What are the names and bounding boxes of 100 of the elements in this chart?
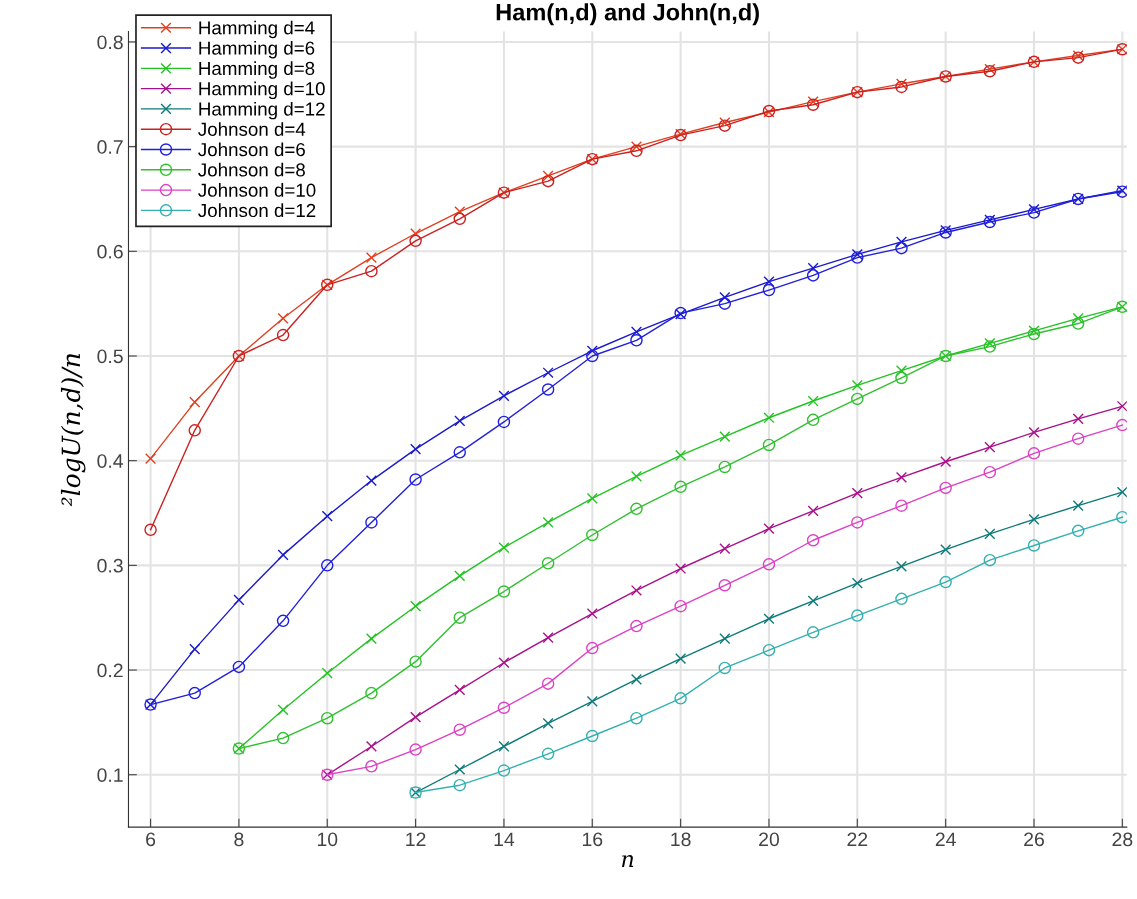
point	[277, 549, 289, 561]
point	[762, 643, 776, 657]
point	[454, 570, 466, 582]
y-tick-label: 0.7	[97, 140, 123, 154]
point	[719, 431, 731, 443]
x-tick-label: 22	[847, 832, 868, 847]
point	[630, 673, 643, 686]
point	[498, 740, 510, 753]
x-tick-label: 24	[935, 832, 956, 847]
point	[321, 559, 334, 572]
point	[453, 611, 467, 624]
point	[630, 326, 643, 338]
point	[454, 684, 466, 696]
point	[454, 415, 466, 427]
point	[1071, 524, 1085, 538]
point	[586, 345, 598, 357]
point	[541, 174, 555, 188]
point	[806, 533, 820, 547]
x-tick-label: 26	[1024, 832, 1044, 847]
point	[674, 599, 687, 613]
y-tick-label: 0.3	[97, 558, 123, 573]
point	[189, 396, 201, 408]
point	[454, 763, 466, 776]
point	[719, 543, 731, 555]
point	[718, 297, 732, 310]
point	[497, 585, 511, 598]
point	[1071, 317, 1085, 330]
y-tick-label: 0.6	[97, 244, 123, 259]
point	[453, 212, 467, 226]
y-tick-label: 0.4	[97, 454, 124, 468]
legend-label: Johnson d=8	[198, 162, 305, 177]
point	[763, 523, 775, 535]
legend-label: Hamming d=8	[199, 61, 315, 79]
point	[497, 415, 511, 429]
x-tick-label: 28	[1112, 832, 1133, 847]
point	[586, 528, 599, 542]
point	[233, 594, 245, 606]
x-tick-label: 8	[234, 832, 244, 847]
x-tick-label: 16	[582, 832, 603, 847]
point	[145, 453, 157, 465]
point	[674, 692, 687, 705]
point	[453, 778, 467, 792]
point	[409, 473, 422, 486]
point	[851, 577, 863, 589]
x-tick-label: 6	[146, 832, 156, 847]
point	[675, 449, 687, 462]
x-tick-label: 10	[317, 832, 338, 847]
point	[586, 729, 599, 743]
point	[895, 499, 908, 512]
point	[232, 660, 246, 674]
point	[895, 241, 908, 255]
point	[1072, 413, 1084, 425]
point	[410, 600, 422, 612]
point	[365, 760, 378, 773]
legend-label: Johnson d=4	[198, 122, 306, 136]
point	[851, 392, 864, 406]
point	[940, 456, 952, 468]
point	[321, 667, 333, 679]
legend-label: Johnson d=6	[198, 142, 305, 157]
legend-label: Johnson d=12	[198, 203, 316, 218]
point	[365, 740, 377, 753]
point	[1116, 486, 1127, 498]
point	[983, 465, 997, 479]
point	[630, 470, 643, 482]
legend-label: Hamming d=6	[199, 41, 315, 59]
point	[983, 553, 997, 567]
point	[718, 661, 732, 675]
point	[365, 686, 378, 700]
point	[895, 236, 908, 248]
point	[276, 614, 290, 628]
point	[895, 80, 908, 94]
point	[806, 269, 820, 282]
point	[189, 643, 201, 655]
point	[497, 764, 511, 777]
point	[365, 516, 378, 529]
point	[630, 711, 643, 725]
point	[542, 170, 554, 182]
x-tick-label: 20	[759, 832, 780, 847]
point	[1028, 203, 1040, 215]
point	[454, 205, 466, 218]
point	[1028, 513, 1040, 525]
y-tick-label: 0.5	[97, 349, 123, 364]
point	[144, 523, 157, 537]
x-tick-label: 18	[671, 832, 691, 847]
point	[762, 283, 776, 297]
point	[806, 413, 820, 427]
point	[939, 575, 952, 589]
point	[542, 632, 554, 644]
point	[983, 340, 997, 353]
point	[630, 502, 643, 516]
point	[895, 592, 908, 606]
point	[718, 579, 732, 592]
point	[1027, 539, 1041, 552]
point	[895, 365, 908, 377]
point	[630, 144, 643, 158]
legend-label: Hamming d=12	[199, 101, 325, 120]
point	[277, 704, 289, 716]
point	[409, 234, 422, 248]
point	[851, 487, 863, 499]
point	[1116, 400, 1127, 412]
